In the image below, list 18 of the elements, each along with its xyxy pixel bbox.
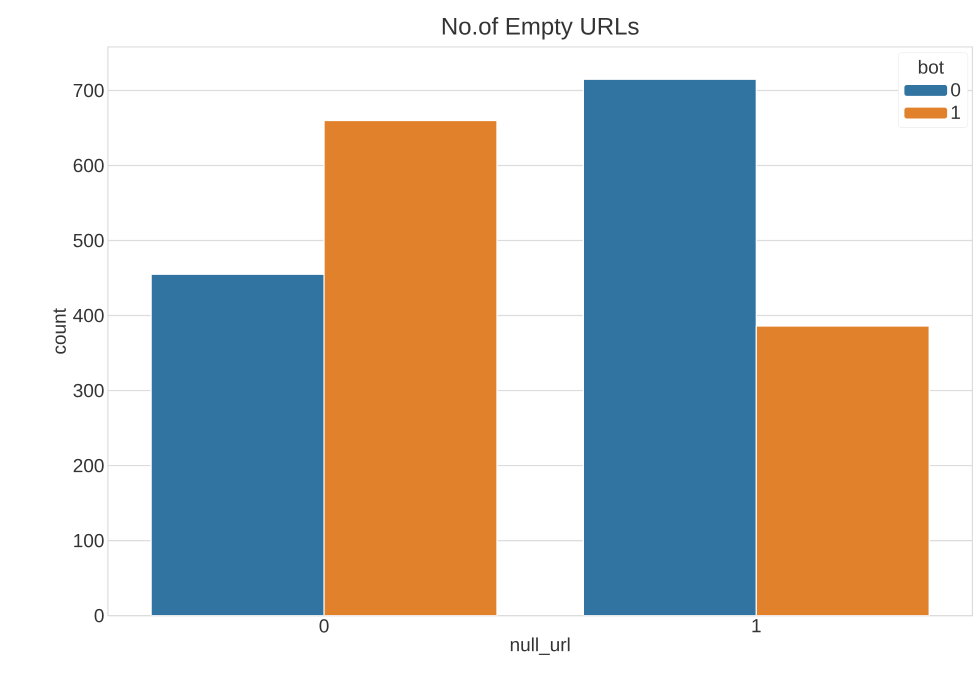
bar — [756, 326, 930, 616]
y-tick-label: 200 — [74, 459, 104, 473]
y-tick-label: 0 — [94, 609, 104, 623]
y-tick-label: 500 — [74, 234, 104, 248]
bar — [150, 274, 325, 616]
legend-title: bot — [918, 60, 944, 74]
bar — [323, 120, 498, 616]
y-tick-label: 700 — [74, 84, 104, 98]
y-tick-label: 400 — [73, 309, 104, 322]
y-tick-label: 600 — [74, 158, 104, 172]
y-axis-title: count — [53, 308, 66, 354]
y-tick-label: 100 — [74, 534, 104, 548]
legend-label: 0 — [951, 83, 960, 97]
legend-label: 1 — [952, 106, 960, 120]
chart-title: No.of Empty URLs — [442, 17, 639, 40]
bar — [582, 78, 757, 616]
x-axis-title: null_url — [510, 638, 570, 656]
y-tick-label: 300 — [73, 384, 104, 398]
